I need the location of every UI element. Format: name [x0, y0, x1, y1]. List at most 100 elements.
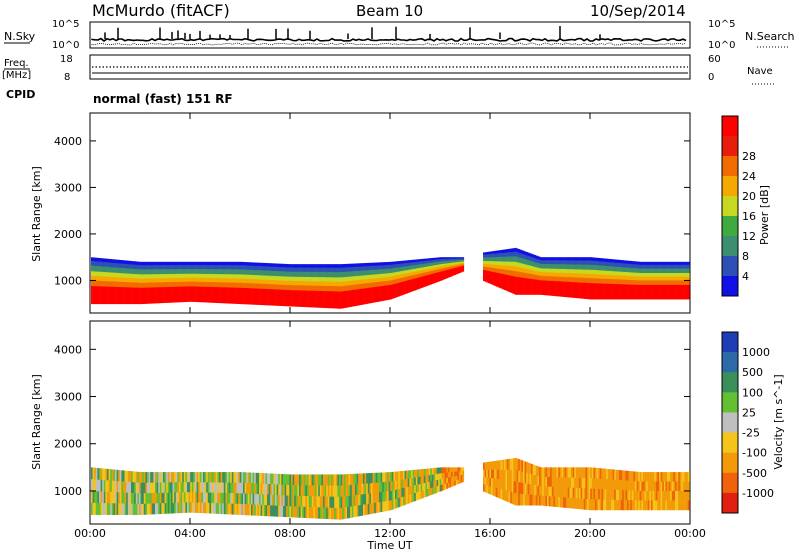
velocity-echo-strip	[319, 474, 322, 486]
power-echo-strip	[579, 257, 581, 261]
velocity-echo-strip	[324, 496, 327, 508]
power-echo-strip	[582, 273, 585, 279]
power-echo-strip	[369, 270, 372, 276]
power-echo-strip	[323, 291, 325, 308]
velocity-echo-strip	[396, 489, 399, 499]
power-echo-strip	[123, 287, 125, 305]
power-echo-strip	[231, 282, 234, 288]
power-echo-strip	[569, 281, 572, 298]
velocity-echo-strip	[345, 474, 348, 486]
power-echo-strip	[534, 270, 537, 276]
velocity-echo-strip	[628, 500, 631, 511]
power-echo-strip	[507, 261, 509, 267]
velocity-echo-strip	[567, 467, 570, 478]
velocity-echo-strip	[383, 501, 386, 512]
velocity-echo-strip	[371, 472, 373, 484]
velocity-echo-strip	[329, 485, 332, 498]
power-echo-strip	[526, 268, 529, 274]
power-echo-strip	[267, 270, 269, 277]
power-echo-strip	[414, 274, 417, 279]
velocity-echo-strip	[422, 490, 425, 499]
velocity-echo-strip	[231, 503, 234, 515]
power-echo-strip	[414, 271, 417, 276]
power-echo-strip	[318, 271, 321, 278]
power-echo-strip	[222, 278, 225, 283]
power-echo-strip	[643, 284, 645, 300]
power-echo-strip	[169, 269, 172, 275]
power-echo-strip	[126, 287, 129, 305]
power-echo-strip	[582, 257, 585, 261]
power-echo-strip	[668, 284, 671, 300]
power-echo-strip	[292, 267, 295, 273]
power-echo-strip	[615, 262, 618, 268]
velocity-echo-strip	[150, 472, 153, 483]
power-echo-strip	[663, 280, 666, 286]
power-echo-strip	[652, 276, 655, 281]
power-echo-strip	[555, 260, 557, 265]
power-echo-strip	[262, 279, 265, 285]
power-echo-strip	[577, 277, 580, 283]
power-echo-strip	[263, 275, 266, 281]
power-echo-strip	[379, 281, 381, 287]
velocity-echo-strip	[622, 499, 625, 511]
power-echo-strip	[606, 278, 609, 285]
power-echo-strip	[356, 289, 359, 306]
velocity-echo-strip	[276, 505, 279, 517]
velocity-echo-strip	[641, 481, 644, 492]
velocity-echo-strip	[153, 482, 156, 494]
power-echo-strip	[603, 261, 605, 267]
power-echo-strip	[591, 260, 594, 266]
power-echo-strip	[545, 272, 548, 277]
power-echo-strip	[110, 281, 113, 288]
vel-colorbar-tick: 100	[742, 386, 763, 399]
power-echo-strip	[287, 267, 290, 272]
velocity-echo-strip	[393, 480, 396, 491]
power-echo-strip	[236, 278, 239, 284]
power-echo-strip	[439, 266, 442, 270]
velocity-echo-strip	[687, 481, 690, 492]
power-echo-strip	[579, 269, 581, 274]
power-echo-strip	[142, 278, 145, 284]
velocity-echo-strip	[243, 482, 245, 494]
power-echo-strip	[577, 264, 580, 270]
power-echo-strip	[263, 283, 266, 290]
velocity-echo-strip	[134, 503, 137, 515]
power-echo-strip	[257, 279, 260, 284]
velocity-echo-strip	[214, 503, 217, 514]
power-echo-strip	[151, 265, 154, 270]
power-echo-strip	[671, 268, 674, 274]
power-echo-strip	[612, 279, 615, 285]
power-echo-strip	[675, 284, 677, 300]
power-echo-strip	[180, 269, 183, 275]
power-echo-strip	[654, 261, 657, 266]
velocity-echo-strip	[518, 493, 521, 506]
velocity-echo-strip	[233, 472, 236, 484]
power-echo-strip	[393, 261, 396, 265]
power-echo-strip	[345, 281, 348, 287]
velocity-echo-strip	[671, 490, 674, 501]
velocity-echo-strip	[497, 469, 500, 480]
power-echo-strip	[519, 267, 522, 273]
power-echo-strip	[404, 260, 407, 264]
power-echo-strip	[555, 264, 557, 270]
velocity-echo-strip	[652, 490, 655, 501]
power-echo-strip	[659, 276, 661, 281]
velocity-echo-strip	[575, 487, 578, 499]
power-echo-strip	[343, 285, 346, 292]
velocity-echo-strip	[580, 488, 583, 499]
power-echo-strip	[604, 274, 607, 280]
power-echo-strip	[489, 254, 492, 258]
velocity-echo-strip	[518, 470, 521, 483]
velocity-echo-strip	[569, 487, 572, 499]
velocity-echo-strip	[419, 491, 421, 500]
velocity-echo-strip	[119, 492, 122, 504]
power-echo-strip	[121, 277, 124, 283]
velocity-echo-strip	[662, 472, 665, 482]
power-echo-strip	[172, 261, 175, 266]
velocity-echo-strip	[254, 493, 257, 506]
power-echo-strip	[404, 273, 407, 278]
power-echo-strip	[107, 286, 109, 305]
power-colorbar-segment	[722, 136, 738, 157]
power-echo-strip	[190, 261, 193, 266]
power-echo-strip	[447, 267, 450, 271]
